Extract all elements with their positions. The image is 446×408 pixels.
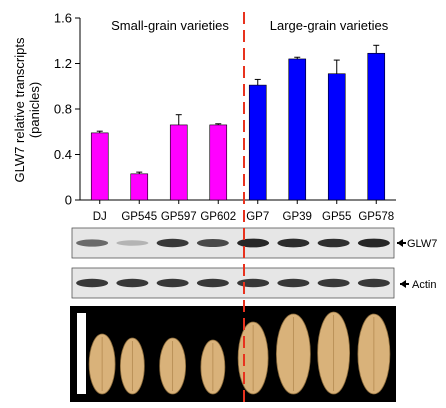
bar [327, 73, 346, 201]
blot-band [116, 278, 149, 288]
blot-band [357, 238, 390, 248]
blot-actin-label: Actin [412, 279, 436, 291]
y-ticks: 0 0.4 0.8 1.2 1.6 [54, 11, 80, 208]
y-tick-label: 1.6 [54, 11, 72, 26]
blot-band [156, 278, 189, 288]
x-tick-label: GP55 [322, 211, 351, 223]
bar [248, 84, 267, 201]
blot-band [196, 239, 229, 247]
x-tick-label: GP578 [358, 211, 394, 223]
blot-band [237, 278, 270, 288]
x-tick-label: GP602 [200, 211, 236, 223]
grain-photo [70, 306, 396, 402]
y-tick-label: 0 [65, 193, 72, 208]
actin-arrow-icon [400, 280, 409, 288]
x-tick-label: GP545 [121, 211, 157, 223]
bars [90, 44, 386, 201]
bar [288, 58, 307, 201]
x-tick-labels: DJ GP545 GP597 GP602 GP7 GP39 GP55 GP578 [93, 200, 394, 223]
blot-band [116, 240, 149, 246]
blot-band [317, 278, 350, 288]
bar [169, 124, 188, 201]
grains [88, 311, 391, 395]
bar [90, 132, 109, 201]
blot-band [357, 278, 390, 288]
blot-band [277, 278, 310, 288]
blot-band [317, 238, 350, 248]
y-axis-label: GLW7 relative transcripts(panicles) [12, 37, 42, 182]
y-tick-label: 0.8 [54, 102, 72, 117]
bar [209, 124, 228, 201]
blot-band [277, 238, 310, 248]
bar-chart: 0 0.4 0.8 1.2 1.6 DJ GP545 GP597 GP602 GP7 GP39 GP… [12, 11, 396, 223]
bar [367, 52, 386, 201]
blot-band [156, 238, 189, 248]
y-tick-label: 0.4 [54, 147, 72, 162]
x-tick-label: GP597 [161, 211, 197, 223]
group-label-large: Large-grain varieties [270, 18, 389, 33]
scale-bar [77, 313, 86, 394]
glw7-arrow-icon [397, 239, 406, 247]
x-tick-label: DJ [93, 211, 107, 223]
x-tick-label: GP7 [246, 211, 269, 223]
x-tick-label: GP39 [283, 211, 312, 223]
western-blots: GLW7 Actin [71, 227, 437, 299]
blot-band [237, 238, 270, 248]
blot-actin-bands [76, 278, 390, 288]
blot-glw7-bands [76, 238, 390, 248]
blot-band [76, 278, 109, 288]
blot-band [196, 278, 229, 288]
y-tick-label: 1.2 [54, 56, 72, 71]
group-label-small: Small-grain varieties [111, 18, 229, 33]
bar [130, 173, 149, 201]
blot-band [76, 239, 109, 247]
blot-glw7-label: GLW7 [407, 238, 437, 250]
